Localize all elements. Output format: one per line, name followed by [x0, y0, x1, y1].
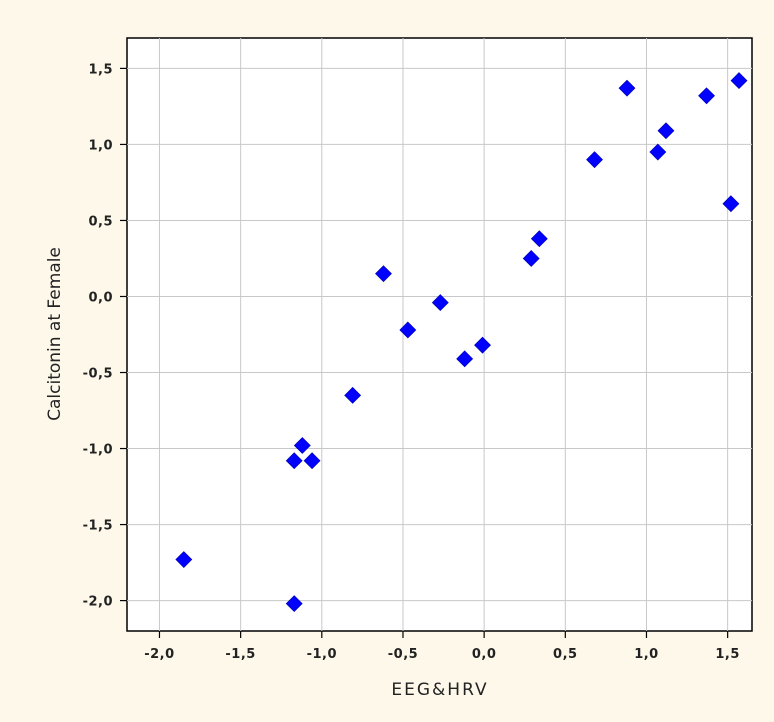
- y-tick-label: 1,5: [88, 62, 113, 77]
- data-point: [530, 230, 548, 248]
- data-point: [730, 72, 748, 89]
- data-point: [522, 250, 540, 267]
- data-point: [303, 452, 321, 470]
- data-point: [456, 350, 474, 368]
- data-point: [618, 79, 636, 97]
- data-point: [722, 195, 740, 213]
- data-point: [175, 551, 193, 568]
- y-tick-label: 1,0: [88, 138, 113, 153]
- x-tick-label: 0,0: [472, 647, 497, 662]
- data-points: [175, 72, 748, 613]
- y-tick-label: -1,5: [83, 519, 113, 534]
- data-point: [293, 437, 311, 454]
- x-tick-label: 0,5: [553, 647, 578, 662]
- x-tick-label: -1,5: [225, 647, 255, 662]
- x-tick-label: 1,5: [715, 647, 740, 662]
- x-tick-label: 1,0: [634, 647, 659, 662]
- data-point: [649, 143, 667, 161]
- ticks: -2,0 -1,5 -1,0 -0,5 0,0 0,5 1,0 1,5 1,5 1,0 0,5 0,0…: [83, 62, 740, 662]
- data-point: [431, 294, 449, 311]
- data-point: [474, 336, 491, 354]
- x-axis-title: EEG&HRV: [391, 680, 488, 700]
- x-tick-label: -2,0: [144, 647, 174, 662]
- plot-area: [126, 37, 753, 632]
- data-point: [375, 265, 392, 283]
- data-point: [344, 386, 362, 404]
- data-point: [285, 595, 303, 613]
- y-axis-title: Calcitonin at Female: [45, 247, 65, 421]
- data-point: [586, 151, 603, 169]
- x-tick-label: -1,0: [307, 647, 337, 662]
- data-point: [698, 87, 715, 105]
- y-tick-label: 0,5: [88, 214, 113, 229]
- x-tick-label: -0,5: [388, 647, 418, 662]
- data-point: [285, 452, 303, 470]
- grid: [127, 38, 752, 631]
- y-tick-label: 0,0: [88, 290, 113, 305]
- y-tick-label: -1,0: [83, 443, 113, 458]
- y-tick-label: -0,5: [83, 367, 113, 382]
- data-point: [399, 321, 417, 339]
- data-point: [657, 122, 675, 140]
- y-tick-label: -2,0: [83, 595, 113, 610]
